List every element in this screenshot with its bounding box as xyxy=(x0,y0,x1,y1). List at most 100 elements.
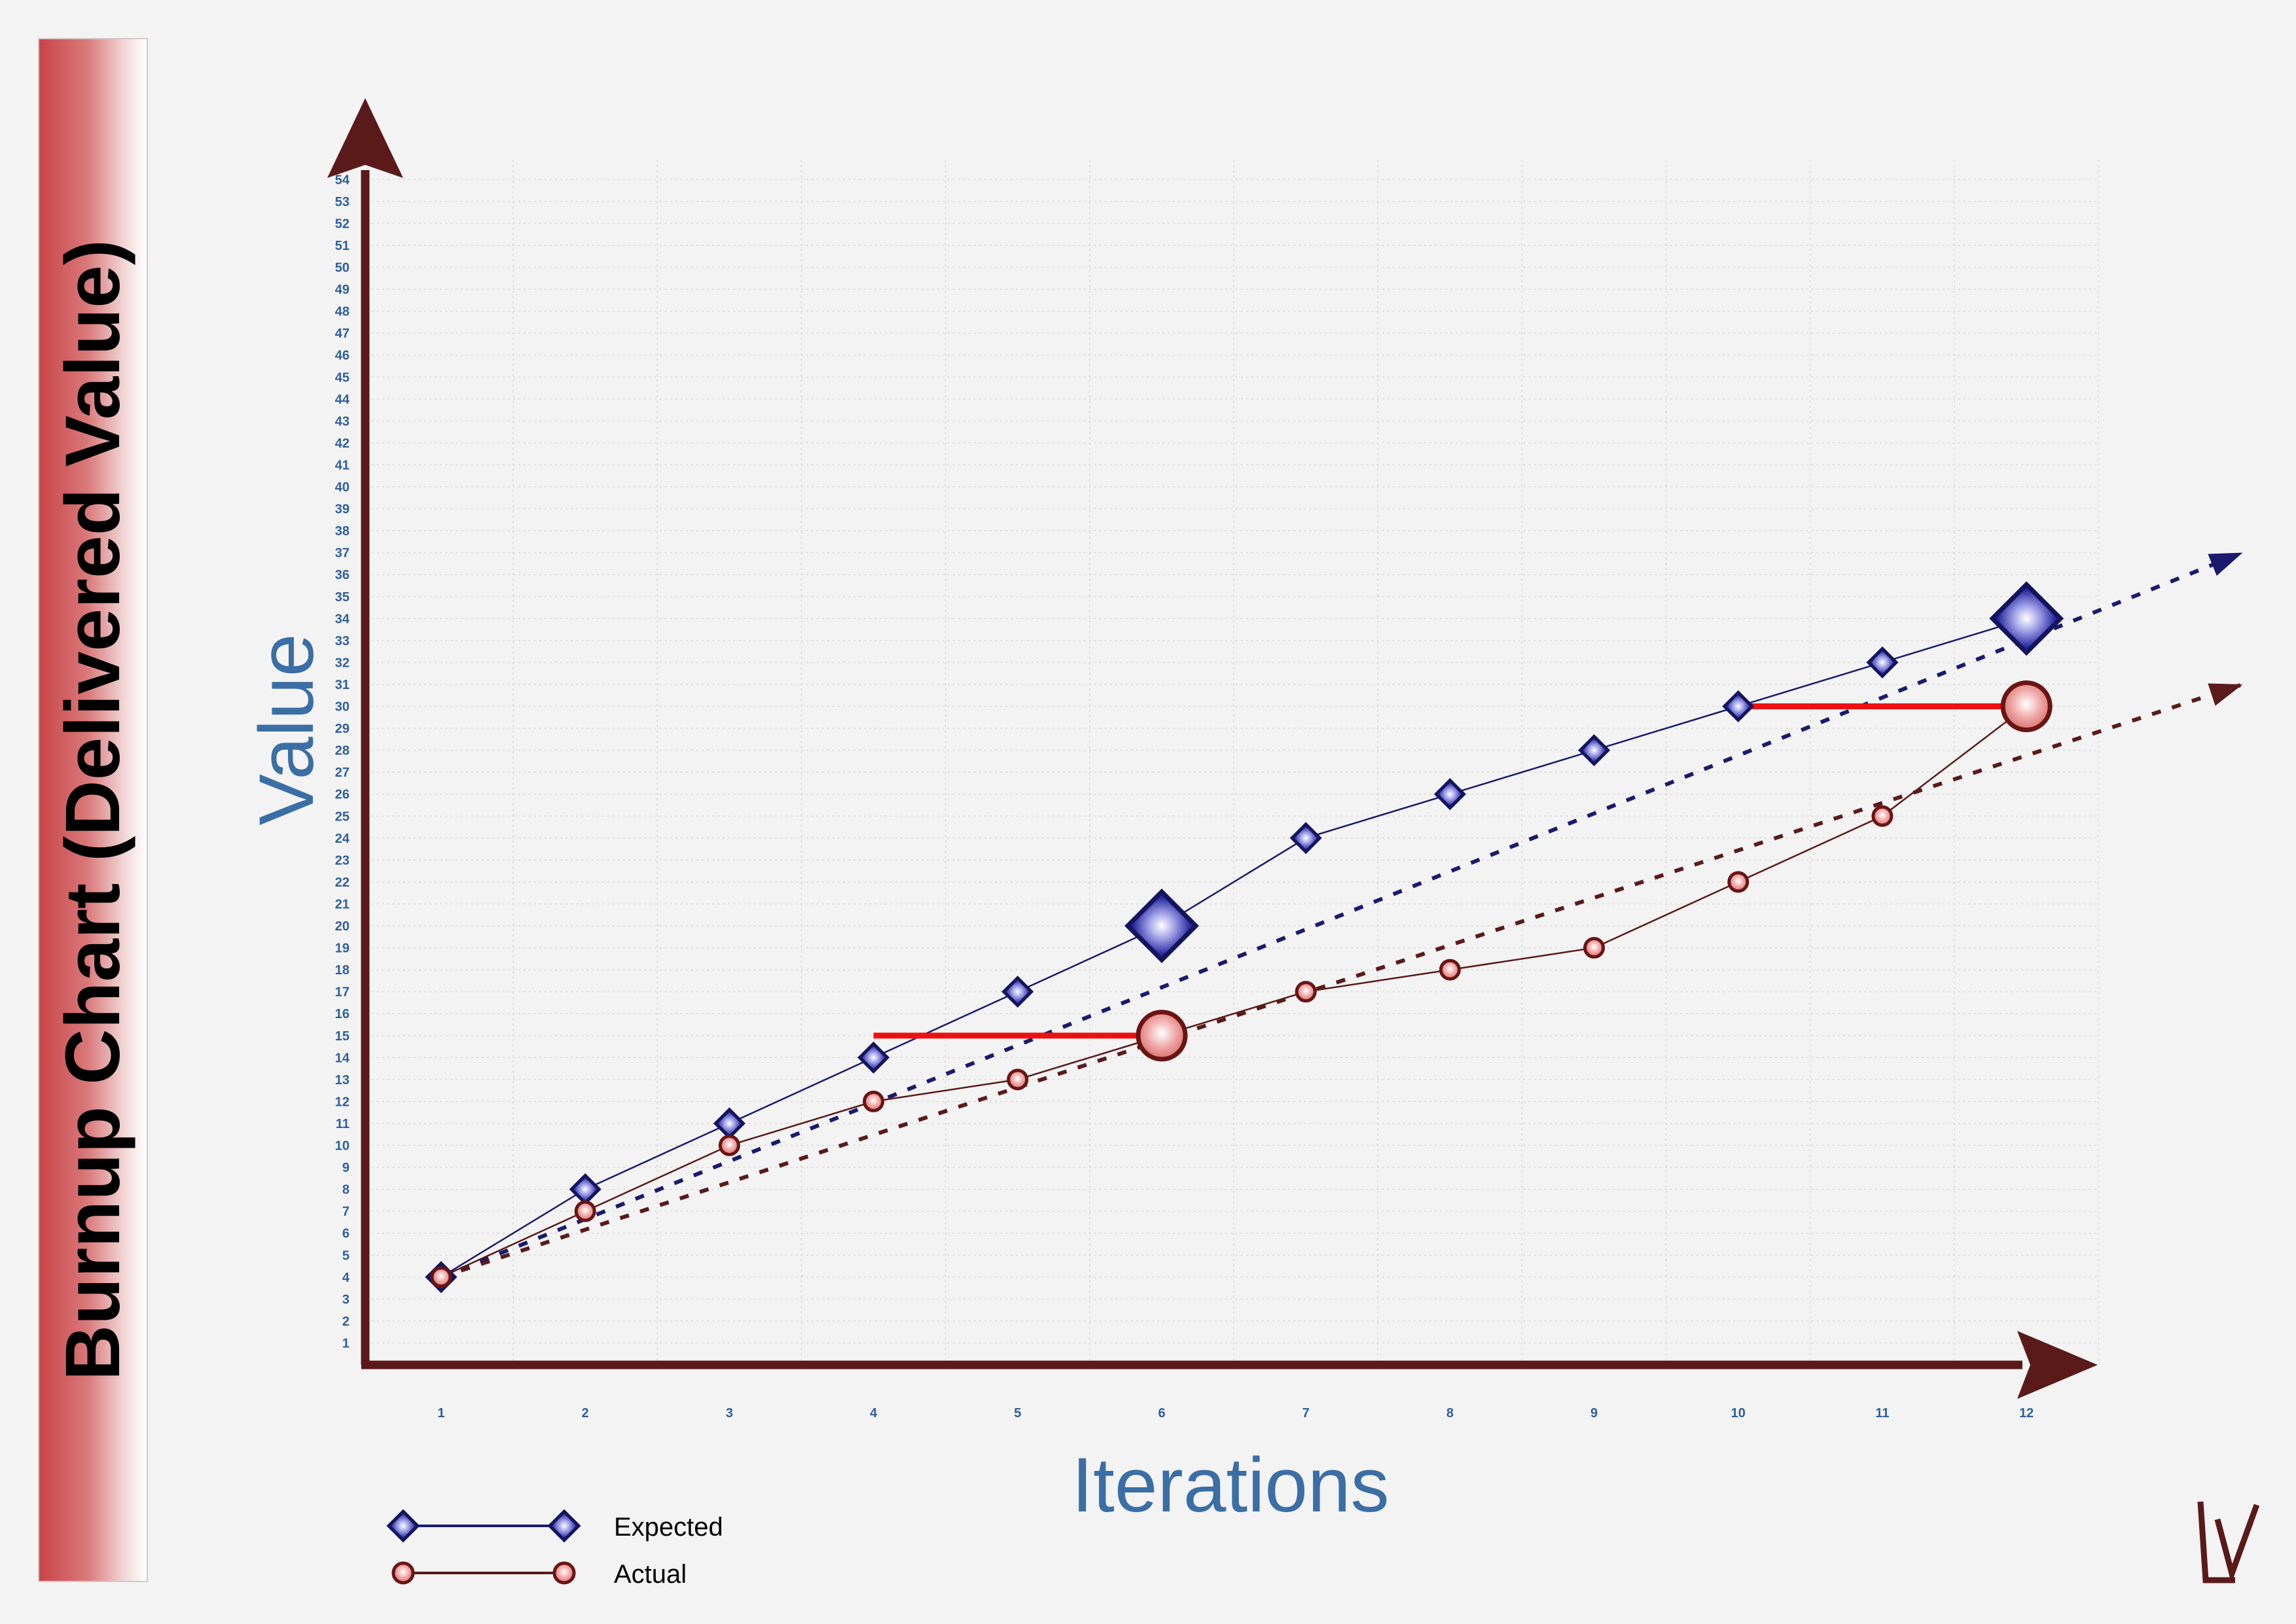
trend-line-expected xyxy=(440,550,2244,1279)
data-point-actual xyxy=(1136,1010,1188,1062)
y-tick-label: 40 xyxy=(335,480,350,495)
lv-logo-icon xyxy=(2197,1501,2260,1584)
y-tick-label: 36 xyxy=(335,568,350,582)
trend-arrowhead-actual xyxy=(2208,683,2243,706)
y-tick-label: 31 xyxy=(335,678,350,692)
y-tick-label: 44 xyxy=(335,393,350,407)
y-tick-label: 42 xyxy=(335,436,350,451)
y-tick-label: 35 xyxy=(335,590,350,605)
data-point-expected xyxy=(569,1173,601,1206)
y-tick-label: 2 xyxy=(342,1315,350,1329)
y-tick-label: 47 xyxy=(335,327,350,341)
y-tick-label: 27 xyxy=(335,766,350,780)
legend-label-actual: Actual xyxy=(614,1560,687,1589)
y-tick-label: 50 xyxy=(335,261,350,275)
x-tick-label: 8 xyxy=(1446,1406,1454,1421)
y-tick-label: 46 xyxy=(335,349,350,363)
trend-arrowhead-expected xyxy=(2208,552,2243,576)
x-tick-label: 7 xyxy=(1302,1406,1310,1421)
y-tick-label: 16 xyxy=(335,1007,350,1021)
data-point-actual xyxy=(718,1135,740,1156)
data-point-actual xyxy=(1871,805,1893,827)
data-point-expected xyxy=(1989,581,2064,656)
axes xyxy=(327,98,2098,1399)
y-tick-label: 20 xyxy=(335,919,350,934)
x-tick-label: 6 xyxy=(1158,1406,1165,1421)
series-line-actual xyxy=(440,705,2027,1278)
data-point-actual xyxy=(1727,871,1749,893)
y-tick-label: 54 xyxy=(335,173,350,187)
x-tick-label: 12 xyxy=(2019,1406,2034,1421)
y-tick-label: 39 xyxy=(335,503,350,517)
y-tick-label: 13 xyxy=(335,1073,350,1087)
y-tick-label: 52 xyxy=(335,217,350,231)
x-tick-label: 2 xyxy=(582,1406,589,1421)
y-tick-label: 33 xyxy=(335,634,350,648)
data-point-expected xyxy=(1001,976,1034,1008)
y-tick-label: 43 xyxy=(335,414,350,429)
y-tick-label: 49 xyxy=(335,283,350,297)
legend-marker-actual xyxy=(552,1561,576,1585)
y-tick-label: 11 xyxy=(336,1117,350,1131)
data-point-expected xyxy=(857,1041,890,1074)
y-tick-label: 53 xyxy=(335,195,350,209)
y-tick-label: 12 xyxy=(335,1095,350,1109)
x-tick-labels: 1 2 3 4 5 6 7 8 9 10 11 12 xyxy=(437,1406,2034,1421)
y-tick-label: 4 xyxy=(342,1271,350,1285)
y-tick-label: 7 xyxy=(342,1205,350,1219)
series-lines xyxy=(440,618,2027,1278)
data-point-expected xyxy=(1578,734,1611,767)
data-point-expected xyxy=(1866,646,1899,679)
y-tick-label: 5 xyxy=(342,1248,350,1263)
y-tick-label: 37 xyxy=(335,546,350,561)
y-tick-label: 19 xyxy=(335,942,350,956)
legend-label-expected: Expected xyxy=(614,1513,723,1542)
y-tick-label: 28 xyxy=(335,744,350,758)
y-tick-label: 32 xyxy=(335,656,350,670)
y-tick-label: 25 xyxy=(335,809,350,824)
y-tick-label: 15 xyxy=(335,1029,350,1044)
data-point-actual xyxy=(1295,981,1317,1003)
y-tick-label: 30 xyxy=(335,700,350,715)
data-point-actual xyxy=(1583,937,1605,959)
x-tick-label: 9 xyxy=(1590,1406,1598,1421)
legend: Expected Actual xyxy=(386,1509,723,1589)
x-tick-label: 11 xyxy=(1875,1406,1889,1421)
data-point-expected xyxy=(1722,690,1755,723)
y-tick-label: 48 xyxy=(335,305,350,319)
trend-lines xyxy=(440,550,2244,1279)
data-point-actual xyxy=(1439,959,1461,981)
data-point-actual xyxy=(1007,1068,1029,1091)
x-tick-label: 4 xyxy=(870,1406,878,1421)
data-point-expected xyxy=(1289,822,1322,855)
y-tick-label: 8 xyxy=(342,1183,350,1197)
y-axis-arrowhead xyxy=(327,98,403,178)
series-line-expected xyxy=(440,618,2027,1278)
x-tick-label: 3 xyxy=(726,1406,733,1421)
y-tick-label: 29 xyxy=(335,722,350,736)
y-tick-label: 14 xyxy=(335,1051,350,1065)
title-bar xyxy=(38,38,148,1582)
y-tick-labels: 1234567891011121314151617181920212223242… xyxy=(335,173,350,1350)
markers xyxy=(425,581,2064,1294)
y-tick-label: 38 xyxy=(335,524,350,538)
grid xyxy=(372,160,2100,1365)
y-tick-label: 41 xyxy=(335,458,350,472)
y-tick-label: 22 xyxy=(335,875,350,890)
y-tick-label: 18 xyxy=(335,963,350,978)
x-tick-label: 1 xyxy=(437,1406,444,1421)
y-tick-label: 24 xyxy=(335,832,350,846)
data-point-actual xyxy=(574,1200,596,1222)
x-tick-label: 5 xyxy=(1014,1406,1021,1421)
data-point-actual xyxy=(863,1090,885,1112)
y-tick-label: 45 xyxy=(335,370,350,385)
legend-marker-expected xyxy=(547,1509,581,1543)
data-point-actual xyxy=(430,1266,452,1288)
y-tick-label: 10 xyxy=(335,1139,350,1154)
x-axis-label: Iterations xyxy=(1071,1442,1389,1528)
trend-line-actual xyxy=(440,682,2244,1279)
data-point-expected xyxy=(1433,778,1466,811)
y-tick-label: 21 xyxy=(335,897,350,911)
legend-marker-expected xyxy=(386,1509,420,1543)
